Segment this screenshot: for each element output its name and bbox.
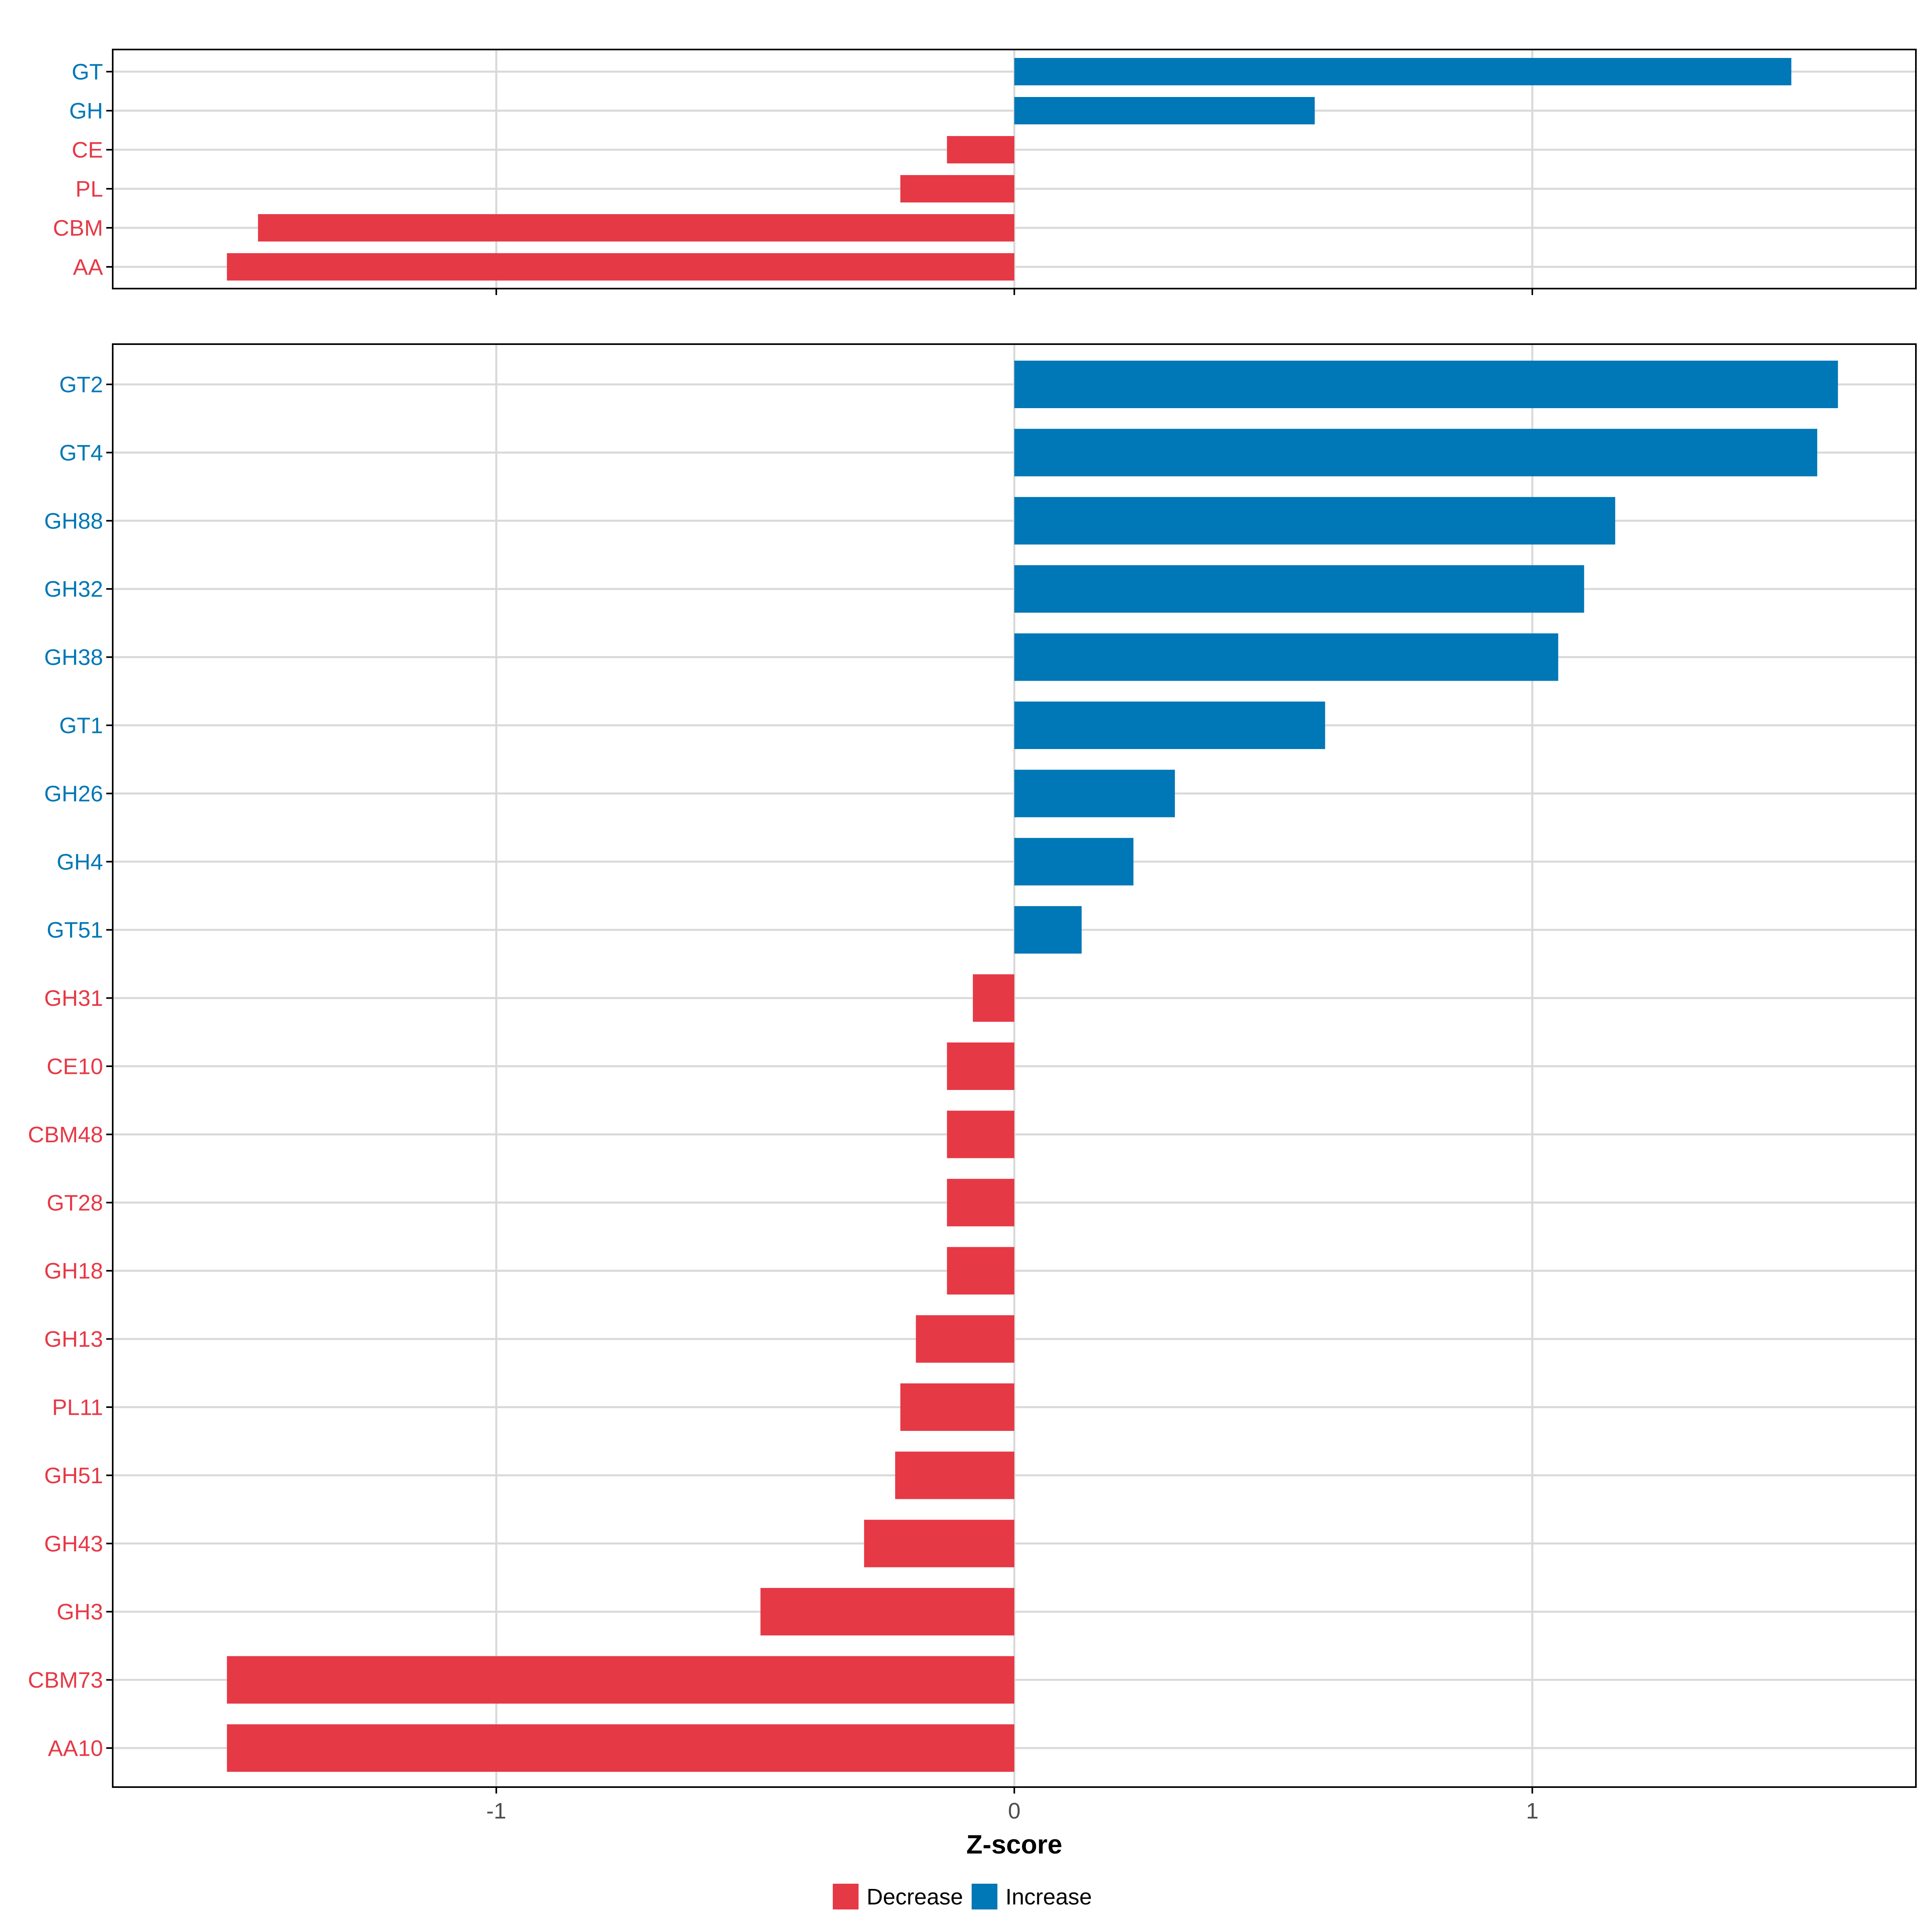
bar-gt2 [1014,361,1838,408]
category-label: CBM73 [28,1667,103,1693]
bar-cbm [258,214,1014,242]
panel-bottom: GT2GT4GH88GH32GH38GT1GH26GH4GT51GH31CE10… [28,343,1917,1859]
category-label: GH38 [44,644,103,670]
bar-gh38 [1014,633,1558,681]
category-label: GH32 [44,576,103,602]
category-label: GT4 [59,440,103,465]
category-label: GH51 [44,1463,103,1488]
x-axis-title: Z-score [966,1829,1062,1859]
bar-gh88 [1014,497,1615,545]
panel-border [112,343,1917,1788]
bar-cbm48 [947,1110,1014,1158]
x-tick-label: 1 [1526,1798,1538,1823]
category-label: CBM [53,215,103,241]
panel-border [112,49,1917,289]
category-label: GH18 [44,1258,103,1284]
panel-top: GT GH CE PL CBM AA [53,49,1917,295]
category-label: GT [72,59,103,85]
bar-gh18 [947,1247,1014,1295]
category-label: AA10 [48,1736,103,1761]
bar-gt4 [1014,429,1817,477]
category-label: GH13 [44,1326,103,1352]
category-label: GH43 [44,1531,103,1556]
bar-gt28 [947,1179,1014,1226]
bar-gh4 [1014,838,1134,886]
bar-gh51 [895,1451,1014,1499]
category-label: GH88 [44,508,103,533]
x-tick-label: 0 [1008,1798,1020,1823]
bar-gh31 [973,974,1014,1022]
category-label: GH3 [57,1599,103,1624]
bar-gh43 [864,1519,1014,1567]
category-label: GH4 [57,849,103,874]
legend-label-decrease: Decrease [867,1884,963,1909]
category-label: GT51 [47,917,103,943]
bar-pl11 [900,1383,1014,1431]
category-label: PL11 [52,1395,103,1420]
category-label: GH26 [44,781,103,806]
bar-gh13 [916,1315,1014,1363]
bar-gh26 [1014,770,1175,817]
category-label: GH31 [44,985,103,1011]
category-label: CE10 [47,1054,103,1079]
bar-aa [227,253,1014,281]
bar-aa10 [227,1724,1014,1772]
category-label: GT28 [47,1190,103,1215]
bar-ce [947,136,1014,163]
bar-gh32 [1014,565,1584,613]
x-tick-label: -1 [486,1798,506,1823]
category-label: CE [72,137,103,163]
legend-key-decrease [833,1884,859,1909]
legend-label-increase: Increase [1005,1884,1092,1909]
bar-pl [900,175,1014,202]
category-label: PL [76,176,103,202]
bar-gh [1014,97,1315,124]
bar-gt1 [1014,702,1325,749]
legend-key-increase [972,1884,997,1909]
bar-gh3 [760,1588,1014,1636]
category-label: GT1 [59,713,103,738]
legend: Decrease Increase [833,1884,1092,1909]
category-label: GT2 [59,372,103,397]
bar-ce10 [947,1042,1014,1090]
category-label: AA [73,254,103,280]
bar-gt [1014,58,1792,85]
bar-cbm73 [227,1656,1014,1704]
category-label: CBM48 [28,1122,103,1147]
bar-gt51 [1014,906,1082,954]
category-label: GH [69,98,103,124]
